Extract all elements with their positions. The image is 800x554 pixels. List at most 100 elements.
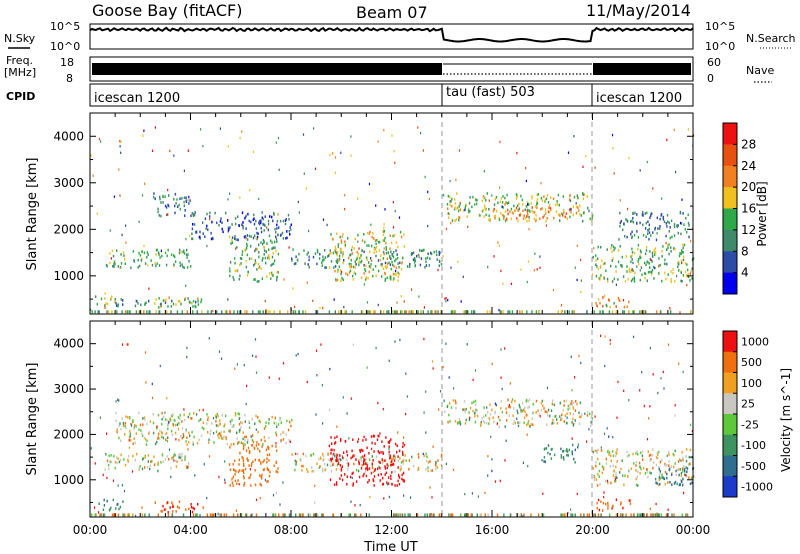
echo-pixel bbox=[667, 343, 670, 346]
echo-pixel bbox=[176, 310, 179, 314]
echo-pixel bbox=[191, 212, 193, 215]
echo-pixel bbox=[206, 422, 208, 425]
echo-pixel bbox=[245, 260, 247, 263]
echo-pixel bbox=[227, 229, 229, 233]
echo-pixel bbox=[103, 504, 106, 507]
echo-pixel bbox=[563, 513, 565, 517]
echo-pixel bbox=[561, 513, 563, 517]
echo-pixel bbox=[479, 214, 481, 217]
echo-pixel bbox=[154, 197, 156, 201]
echo-pixel bbox=[356, 256, 358, 260]
echo-pixel bbox=[186, 466, 188, 469]
echo-pixel bbox=[126, 310, 129, 314]
echo-pixel bbox=[350, 262, 352, 266]
echo-pixel bbox=[347, 256, 350, 260]
colorbar-swatch bbox=[723, 455, 737, 477]
echo-pixel bbox=[197, 503, 199, 506]
echo-pixel bbox=[164, 204, 167, 208]
echo-pixel bbox=[654, 252, 656, 255]
echo-pixel bbox=[398, 473, 400, 477]
echo-pixel bbox=[112, 254, 115, 258]
echo-pixel bbox=[662, 245, 664, 248]
echo-pixel bbox=[631, 247, 633, 251]
echo-pixel bbox=[509, 382, 511, 385]
echo-pixel bbox=[435, 250, 438, 253]
echo-pixel bbox=[496, 209, 498, 213]
y-tick-label: 2000 bbox=[53, 222, 84, 236]
echo-pixel bbox=[237, 238, 239, 242]
echo-pixel bbox=[367, 277, 369, 280]
echo-pixel bbox=[115, 301, 117, 305]
echo-pixel bbox=[390, 257, 392, 260]
echo-pixel bbox=[416, 513, 419, 517]
echo-pixel bbox=[666, 262, 668, 266]
echo-pixel bbox=[569, 407, 571, 410]
echo-pixel bbox=[364, 454, 366, 457]
echo-pixel bbox=[266, 457, 268, 460]
echo-pixel bbox=[138, 310, 141, 314]
echo-pixel bbox=[191, 227, 194, 231]
echo-pixel bbox=[683, 469, 686, 473]
echo-pixel bbox=[682, 456, 684, 460]
echo-pixel bbox=[609, 513, 611, 517]
echo-pixel bbox=[110, 297, 112, 301]
echo-pixel bbox=[381, 483, 384, 486]
echo-pixel bbox=[120, 298, 122, 301]
echo-pixel bbox=[593, 513, 595, 517]
echo-pixel bbox=[666, 225, 668, 228]
echo-pixel bbox=[276, 270, 278, 274]
echo-pixel bbox=[656, 310, 658, 314]
echo-pixel bbox=[166, 254, 168, 258]
echo-pixel bbox=[546, 423, 548, 426]
echo-pixel bbox=[384, 473, 386, 476]
echo-pixel bbox=[110, 506, 112, 510]
echo-pixel bbox=[397, 479, 399, 483]
echo-pixel bbox=[348, 513, 350, 517]
echo-pixel bbox=[217, 414, 219, 418]
echo-pixel bbox=[207, 431, 209, 434]
echo-pixel bbox=[144, 466, 146, 469]
echo-pixel bbox=[449, 200, 451, 203]
echo-pixel bbox=[245, 435, 248, 439]
echo-pixel bbox=[137, 266, 139, 269]
echo-pixel bbox=[368, 270, 370, 274]
echo-pixel bbox=[597, 473, 599, 476]
echo-pixel bbox=[233, 424, 235, 427]
echo-pixel bbox=[576, 402, 578, 406]
echo-pixel bbox=[426, 455, 428, 459]
echo-pixel bbox=[690, 239, 692, 243]
echo-pixel bbox=[254, 249, 256, 253]
echo-pixel bbox=[673, 482, 676, 485]
echo-pixel bbox=[90, 154, 92, 157]
echo-pixel bbox=[246, 310, 248, 314]
echo-pixel bbox=[657, 513, 659, 517]
echo-pixel bbox=[237, 470, 240, 474]
echo-pixel bbox=[486, 406, 488, 409]
echo-pixel bbox=[189, 234, 191, 237]
echo-pixel bbox=[523, 421, 525, 425]
echo-pixel bbox=[350, 397, 352, 400]
echo-pixel bbox=[477, 495, 479, 498]
echo-pixel bbox=[680, 474, 683, 477]
echo-pixel bbox=[480, 422, 482, 426]
echo-pixel bbox=[523, 408, 525, 412]
echo-pixel bbox=[316, 374, 318, 377]
echo-pixel bbox=[148, 299, 150, 303]
echo-pixel bbox=[370, 435, 373, 438]
echo-pixel bbox=[659, 460, 662, 464]
echo-pixel bbox=[648, 237, 650, 241]
echo-pixel bbox=[527, 260, 529, 263]
echo-pixel bbox=[569, 194, 571, 198]
echo-pixel bbox=[361, 259, 363, 263]
echo-pixel bbox=[122, 422, 125, 425]
echo-pixel bbox=[527, 400, 529, 403]
echo-pixel bbox=[677, 265, 679, 269]
echo-pixel bbox=[387, 482, 390, 485]
echo-pixel bbox=[267, 222, 270, 226]
echo-pixel bbox=[676, 274, 678, 278]
echo-pixel bbox=[597, 513, 600, 517]
echo-pixel bbox=[216, 413, 218, 416]
echo-pixel bbox=[458, 421, 460, 425]
echo-pixel bbox=[167, 436, 169, 439]
echo-pixel bbox=[599, 483, 601, 486]
